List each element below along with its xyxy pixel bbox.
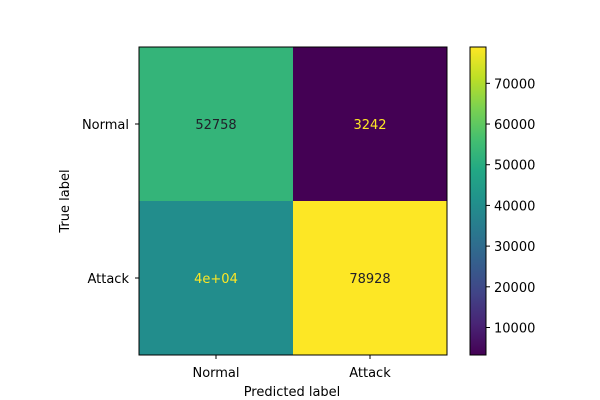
cell-value-label: 78928 bbox=[349, 272, 390, 287]
cell-value-label: 3242 bbox=[353, 118, 386, 133]
matrix-cell-attack-attack bbox=[293, 201, 447, 355]
colorbar-tick-label: 20000 bbox=[494, 281, 535, 296]
y-tick-label: Normal bbox=[82, 118, 129, 133]
y-tick-label: Attack bbox=[87, 272, 129, 287]
x-tick-label: Normal bbox=[192, 366, 239, 381]
matrix-frame bbox=[138, 46, 448, 356]
colorbar-tick-label: 40000 bbox=[494, 199, 535, 214]
colorbar-gradient bbox=[470, 47, 486, 355]
colorbar-tick-label: 60000 bbox=[494, 118, 535, 133]
matrix-cell-normal-attack bbox=[293, 47, 447, 201]
colorbar-tick-label: 70000 bbox=[494, 77, 535, 92]
y-axis-label: True label bbox=[58, 169, 73, 233]
matrix-cell-attack-normal bbox=[139, 201, 293, 355]
confusion-matrix-plot: 52758 3242 4e+04 78928 Normal Attack Normal Att… bbox=[82, 46, 448, 381]
matrix-cell-normal-normal bbox=[139, 47, 293, 201]
colorbar-tick-label: 50000 bbox=[494, 159, 535, 174]
colorbar-tick-label: 30000 bbox=[494, 240, 535, 255]
cell-value-label: 4e+04 bbox=[194, 272, 238, 287]
x-axis-label: Predicted label bbox=[244, 385, 341, 400]
colorbar-frame bbox=[469, 46, 487, 356]
cell-value-label: 52758 bbox=[195, 118, 236, 133]
colorbar-tick-label: 10000 bbox=[494, 321, 535, 336]
x-tick-label: Attack bbox=[349, 366, 391, 381]
colorbar: 10000 20000 30000 40000 50000 60000 70000 bbox=[469, 46, 535, 356]
